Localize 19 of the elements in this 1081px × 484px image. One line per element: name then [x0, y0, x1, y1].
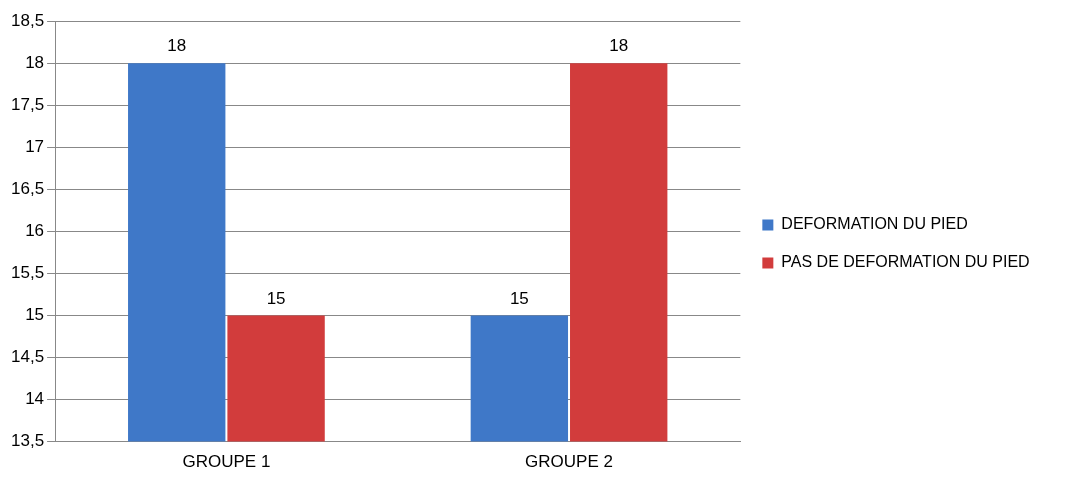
y-tick-label: 16: [25, 221, 45, 241]
y-tick-label: 18,5: [10, 10, 45, 30]
y-tick-label: 15,5: [10, 263, 45, 283]
x-tick-label: GROUPE 1: [182, 452, 271, 472]
data-label: 15: [509, 288, 529, 308]
y-tick-label: 17,5: [10, 94, 45, 114]
y-tick-label: 17: [25, 137, 45, 157]
data-label: 15: [266, 288, 286, 308]
legend-label: DEFORMATION DU PIED: [781, 215, 982, 233]
y-tick-label: 13,5: [10, 431, 45, 451]
y-tick-label: 18: [25, 52, 45, 72]
y-tick-label: 15: [25, 305, 45, 325]
x-tick-label: GROUPE 2: [525, 452, 613, 472]
data-label: 18: [609, 36, 629, 56]
y-tick-label: 14: [25, 389, 45, 409]
legend-label: PAS DE DEFORMATION DU PIED: [781, 253, 1043, 271]
y-tick-label: 14,5: [10, 347, 45, 367]
data-label: 18: [167, 36, 187, 56]
y-tick-label: 16,5: [10, 179, 45, 199]
